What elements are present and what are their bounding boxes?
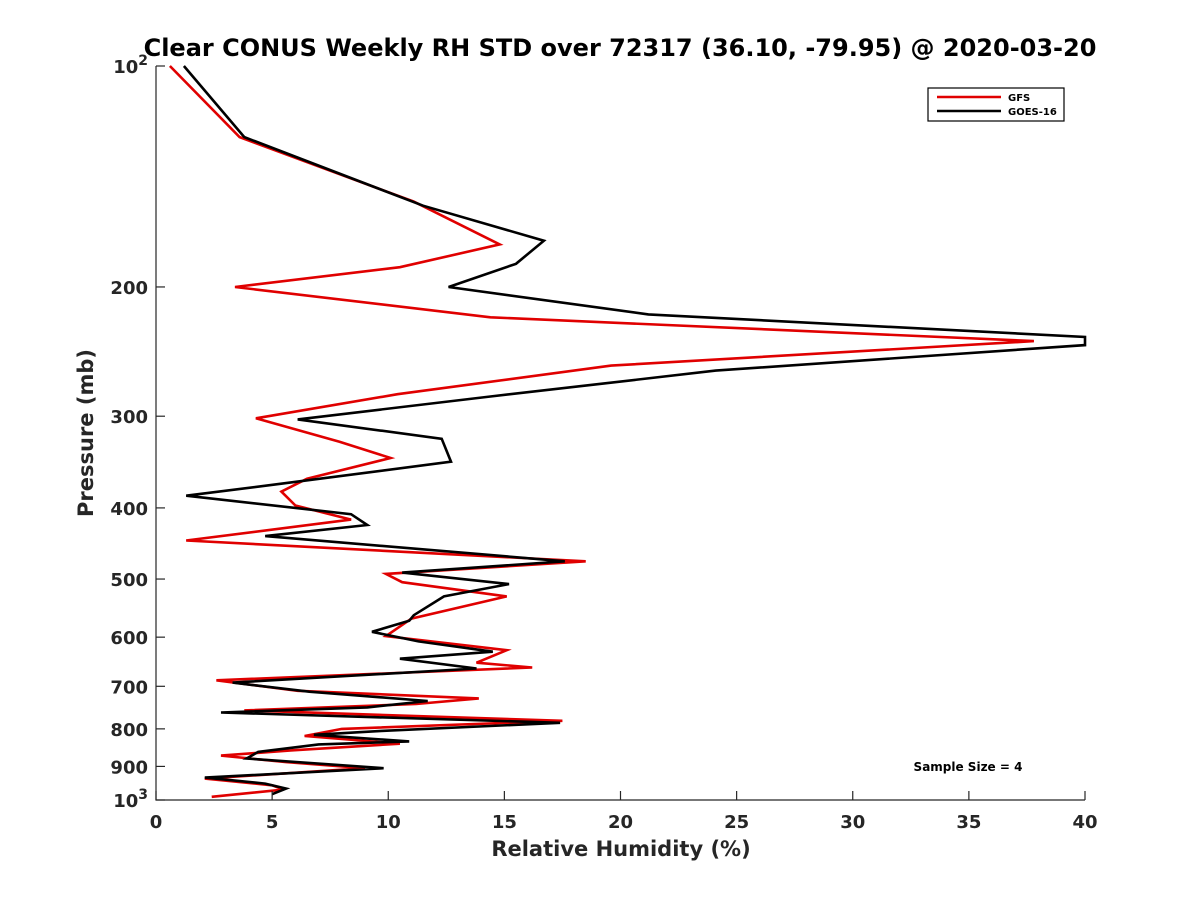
plot-area: 0 5 10 15 20 25 30 35 40 102 200 300 400 500 600 700 80…	[110, 53, 1097, 833]
legend-label-goes16: GOES-16	[1008, 107, 1057, 118]
y-axis: 102 200 300 400 500 600 700 800 900 103	[110, 53, 165, 812]
y-tick-label: 700	[110, 677, 148, 698]
series-line-gfs	[168, 65, 1034, 799]
legend-box	[927, 87, 1065, 122]
y-tick-label: 300	[110, 407, 148, 428]
y-tick-label: 200	[110, 278, 148, 299]
series-layer	[168, 65, 1087, 799]
legend: GFS GOES-16	[927, 87, 1065, 122]
x-tick-label: 20	[608, 812, 633, 833]
x-tick-label: 40	[1072, 812, 1097, 833]
y-tick-label: 900	[110, 757, 148, 778]
chart-title: Clear CONUS Weekly RH STD over 72317 (36…	[144, 34, 1097, 62]
y-tick-label: 102	[113, 53, 148, 78]
x-tick-label: 25	[724, 812, 749, 833]
x-axis: 0 5 10 15 20 25 30 35 40	[150, 791, 1098, 833]
y-tick-label: 800	[110, 720, 148, 741]
x-tick-label: 5	[266, 812, 279, 833]
x-tick-label: 35	[956, 812, 981, 833]
sample-size-annotation: Sample Size = 4	[914, 760, 1023, 774]
y-tick-label: 103	[113, 787, 148, 812]
y-tick-label: 500	[110, 570, 148, 591]
x-tick-label: 10	[376, 812, 401, 833]
x-tick-label: 15	[492, 812, 517, 833]
y-axis-label: Pressure (mb)	[74, 349, 98, 517]
y-tick-label: 400	[110, 499, 148, 520]
y-tick-label: 600	[110, 628, 148, 649]
x-tick-label: 0	[150, 812, 163, 833]
x-axis-label: Relative Humidity (%)	[491, 837, 750, 861]
legend-label-gfs: GFS	[1008, 93, 1030, 104]
x-tick-label: 30	[840, 812, 865, 833]
series-line-goes16	[182, 65, 1087, 796]
